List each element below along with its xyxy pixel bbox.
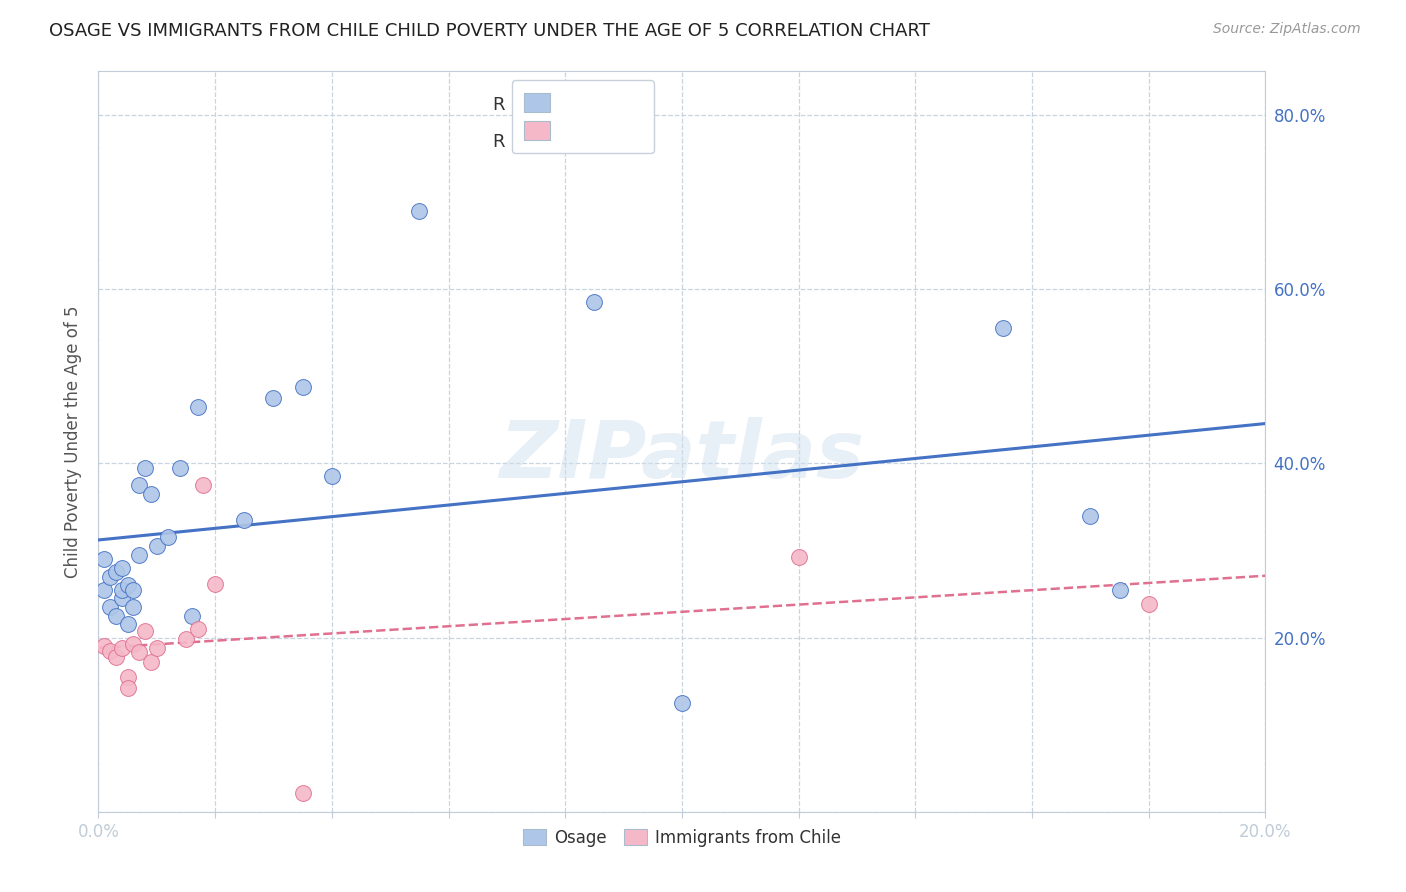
Text: R =: R =	[494, 133, 531, 151]
Point	[104, 565, 127, 579]
Point	[1108, 582, 1130, 597]
Point	[583, 295, 606, 310]
Point	[671, 696, 693, 710]
Point	[204, 576, 226, 591]
Point	[122, 582, 145, 597]
Text: 18: 18	[606, 133, 628, 151]
Text: 0.129: 0.129	[527, 133, 579, 151]
Point	[134, 460, 156, 475]
Point	[104, 649, 127, 664]
Point	[1137, 598, 1160, 612]
Point	[93, 582, 115, 597]
Point	[111, 561, 134, 575]
Point	[187, 622, 209, 636]
Point	[128, 645, 150, 659]
Point	[122, 638, 145, 652]
Point	[408, 203, 430, 218]
Point	[111, 640, 134, 655]
Point	[262, 391, 284, 405]
Point	[134, 624, 156, 638]
Point	[128, 548, 150, 562]
Text: 32: 32	[606, 95, 628, 113]
Point	[111, 582, 134, 597]
Point	[117, 578, 139, 592]
Point	[180, 608, 202, 623]
Point	[117, 681, 139, 695]
Point	[991, 321, 1014, 335]
Text: OSAGE VS IMMIGRANTS FROM CHILE CHILD POVERTY UNDER THE AGE OF 5 CORRELATION CHAR: OSAGE VS IMMIGRANTS FROM CHILE CHILD POV…	[49, 22, 931, 40]
Text: ZIPatlas: ZIPatlas	[499, 417, 865, 495]
Y-axis label: Child Poverty Under the Age of 5: Child Poverty Under the Age of 5	[65, 305, 83, 578]
Point	[146, 539, 169, 553]
Point	[291, 379, 314, 393]
Point	[787, 550, 810, 565]
Point	[93, 639, 115, 653]
Point	[117, 617, 139, 632]
Point	[169, 460, 191, 475]
Point	[122, 600, 145, 615]
Point	[98, 600, 121, 615]
Text: 0.316: 0.316	[527, 95, 579, 113]
Point	[98, 569, 121, 583]
Point	[233, 513, 256, 527]
Text: Source: ZipAtlas.com: Source: ZipAtlas.com	[1213, 22, 1361, 37]
Point	[1080, 508, 1102, 523]
Point	[291, 786, 314, 800]
Point	[93, 552, 115, 566]
Text: R =: R =	[494, 95, 531, 113]
Point	[187, 400, 209, 414]
Point	[117, 670, 139, 684]
Point	[128, 478, 150, 492]
Point	[146, 640, 169, 655]
Point	[139, 655, 162, 669]
Point	[157, 530, 180, 544]
Point	[193, 478, 215, 492]
Point	[321, 469, 343, 483]
Legend: Osage, Immigrants from Chile: Osage, Immigrants from Chile	[515, 821, 849, 855]
Text: N =: N =	[568, 133, 620, 151]
Point	[98, 643, 121, 657]
Text: N =: N =	[568, 95, 620, 113]
Point	[104, 608, 127, 623]
Point	[174, 632, 197, 647]
Point	[111, 591, 134, 606]
Point	[139, 487, 162, 501]
